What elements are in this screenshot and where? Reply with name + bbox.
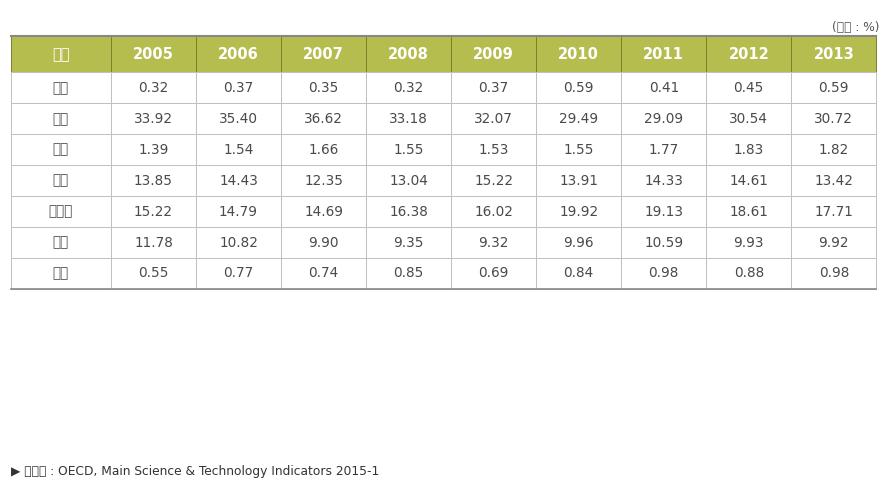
Text: 1.83: 1.83 bbox=[733, 143, 763, 157]
Text: 1.66: 1.66 bbox=[308, 143, 338, 157]
Text: 영국: 영국 bbox=[52, 236, 69, 250]
Text: 9.32: 9.32 bbox=[478, 236, 509, 250]
Text: 0.55: 0.55 bbox=[138, 266, 168, 280]
Text: 0.88: 0.88 bbox=[733, 266, 763, 280]
Text: ▶ 자료원 : OECD, Main Science & Technology Indicators 2015-1: ▶ 자료원 : OECD, Main Science & Technology … bbox=[11, 465, 378, 478]
Text: 14.61: 14.61 bbox=[728, 174, 767, 188]
Text: 0.77: 0.77 bbox=[223, 266, 253, 280]
Text: 14.79: 14.79 bbox=[219, 205, 258, 219]
Text: 1.55: 1.55 bbox=[563, 143, 594, 157]
Text: 36.62: 36.62 bbox=[304, 112, 343, 126]
Text: 미국: 미국 bbox=[52, 112, 69, 126]
Text: 30.72: 30.72 bbox=[813, 112, 852, 126]
Text: 0.85: 0.85 bbox=[393, 266, 424, 280]
Text: 1.53: 1.53 bbox=[478, 143, 509, 157]
Text: 1.54: 1.54 bbox=[223, 143, 253, 157]
Text: 0.35: 0.35 bbox=[308, 81, 338, 95]
Text: 1.82: 1.82 bbox=[818, 143, 848, 157]
Text: 15.22: 15.22 bbox=[134, 205, 173, 219]
Text: 13.42: 13.42 bbox=[813, 174, 852, 188]
Text: 독일: 독일 bbox=[52, 174, 69, 188]
Text: 0.45: 0.45 bbox=[733, 81, 763, 95]
Text: 0.84: 0.84 bbox=[563, 266, 593, 280]
Text: 10.82: 10.82 bbox=[219, 236, 258, 250]
Text: 2009: 2009 bbox=[473, 47, 514, 62]
Text: 0.98: 0.98 bbox=[818, 266, 848, 280]
Text: 1.55: 1.55 bbox=[392, 143, 424, 157]
Text: 0.69: 0.69 bbox=[478, 266, 509, 280]
Text: 일본: 일본 bbox=[52, 143, 69, 157]
Text: 16.38: 16.38 bbox=[389, 205, 428, 219]
Text: 9.35: 9.35 bbox=[392, 236, 424, 250]
Text: 19.92: 19.92 bbox=[558, 205, 597, 219]
Text: 0.37: 0.37 bbox=[223, 81, 253, 95]
Text: 11.78: 11.78 bbox=[134, 236, 173, 250]
Text: 29.09: 29.09 bbox=[643, 112, 682, 126]
Text: 구분: 구분 bbox=[52, 47, 69, 62]
Text: 한국: 한국 bbox=[52, 81, 69, 95]
Text: (단위 : %): (단위 : %) bbox=[831, 21, 879, 34]
Text: 13.91: 13.91 bbox=[558, 174, 597, 188]
Text: 중국: 중국 bbox=[52, 266, 69, 280]
Text: 9.96: 9.96 bbox=[563, 236, 594, 250]
Text: 15.22: 15.22 bbox=[474, 174, 513, 188]
Text: 12.35: 12.35 bbox=[304, 174, 343, 188]
Text: 19.13: 19.13 bbox=[643, 205, 682, 219]
Text: 33.92: 33.92 bbox=[134, 112, 173, 126]
Text: 33.18: 33.18 bbox=[389, 112, 428, 126]
Text: 2007: 2007 bbox=[303, 47, 344, 62]
Text: 2006: 2006 bbox=[218, 47, 259, 62]
Text: 30.54: 30.54 bbox=[728, 112, 767, 126]
Text: 0.74: 0.74 bbox=[308, 266, 338, 280]
Text: 0.37: 0.37 bbox=[478, 81, 509, 95]
Text: 0.32: 0.32 bbox=[138, 81, 168, 95]
Text: 10.59: 10.59 bbox=[643, 236, 682, 250]
Text: 1.39: 1.39 bbox=[138, 143, 168, 157]
Text: 18.61: 18.61 bbox=[728, 205, 767, 219]
Text: 17.71: 17.71 bbox=[813, 205, 852, 219]
Text: 14.43: 14.43 bbox=[219, 174, 258, 188]
Text: 29.49: 29.49 bbox=[558, 112, 597, 126]
Text: 16.02: 16.02 bbox=[474, 205, 512, 219]
Text: 0.32: 0.32 bbox=[393, 81, 424, 95]
Text: 14.69: 14.69 bbox=[304, 205, 343, 219]
Text: 32.07: 32.07 bbox=[474, 112, 512, 126]
Text: 0.98: 0.98 bbox=[648, 266, 678, 280]
Text: 14.33: 14.33 bbox=[643, 174, 682, 188]
Text: 프랑스: 프랑스 bbox=[49, 205, 73, 219]
Text: 13.85: 13.85 bbox=[134, 174, 173, 188]
Text: 2010: 2010 bbox=[557, 47, 598, 62]
Text: 2011: 2011 bbox=[642, 47, 683, 62]
Text: 2013: 2013 bbox=[812, 47, 853, 62]
Text: 2012: 2012 bbox=[727, 47, 768, 62]
Text: 2005: 2005 bbox=[133, 47, 174, 62]
Text: 13.04: 13.04 bbox=[389, 174, 428, 188]
Text: 9.92: 9.92 bbox=[818, 236, 848, 250]
Text: 0.59: 0.59 bbox=[818, 81, 848, 95]
Text: 0.59: 0.59 bbox=[563, 81, 594, 95]
Text: 1.77: 1.77 bbox=[648, 143, 678, 157]
Text: 9.90: 9.90 bbox=[308, 236, 338, 250]
Text: 9.93: 9.93 bbox=[733, 236, 763, 250]
Text: 35.40: 35.40 bbox=[219, 112, 258, 126]
Text: 2008: 2008 bbox=[388, 47, 429, 62]
Text: 0.41: 0.41 bbox=[648, 81, 678, 95]
